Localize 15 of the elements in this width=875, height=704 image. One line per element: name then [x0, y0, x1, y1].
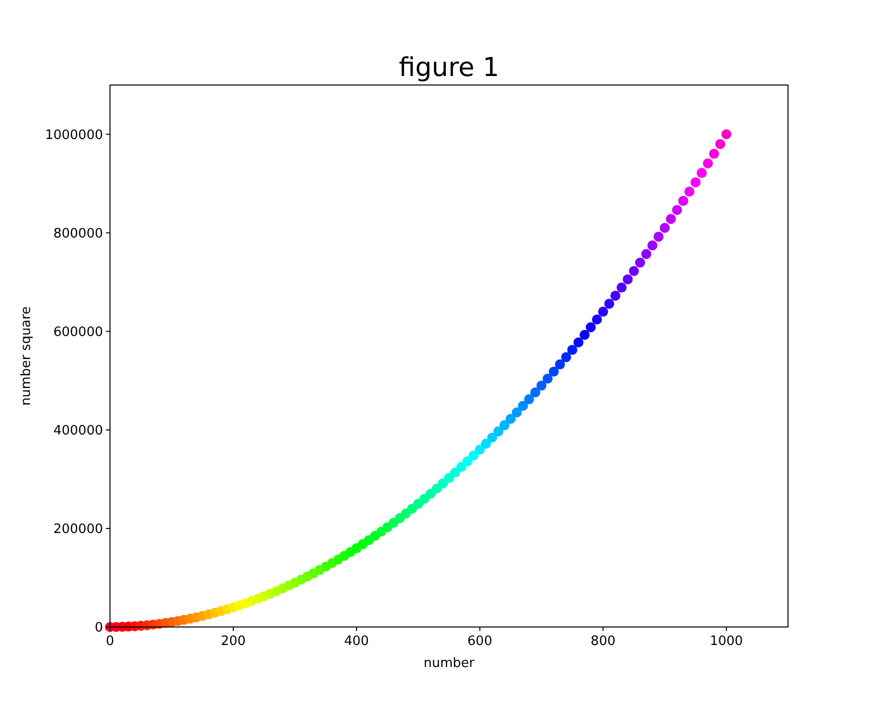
x-tick-label: 800 [590, 634, 616, 649]
x-tick-label: 0 [106, 634, 114, 649]
y-tick-label: 0 [94, 620, 103, 636]
y-tick-label: 200000 [53, 522, 103, 538]
x-tick-label: 1000 [710, 634, 743, 649]
y-tick-label: 400000 [53, 423, 103, 438]
y-tick-label: 800000 [53, 226, 103, 242]
chart-title: figure 1 [398, 53, 500, 83]
x-axis-title: number [424, 656, 476, 671]
x-tick-label: 200 [220, 634, 246, 649]
y-tick-label: 600000 [53, 324, 103, 340]
x-tick-label: 600 [467, 634, 492, 649]
y-tick-label: 1000000 [45, 128, 103, 143]
x-tick-label: 400 [344, 634, 369, 649]
y-axis-title: number square [19, 306, 34, 406]
